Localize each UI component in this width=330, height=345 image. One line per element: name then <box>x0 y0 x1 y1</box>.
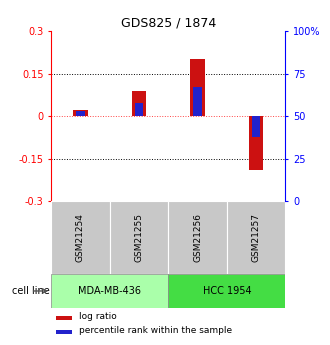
Bar <box>249 116 263 170</box>
Bar <box>135 102 143 116</box>
Bar <box>190 59 205 116</box>
Bar <box>193 87 202 116</box>
Text: cell line: cell line <box>12 286 50 296</box>
Text: GSM21254: GSM21254 <box>76 213 85 262</box>
Text: log ratio: log ratio <box>79 312 117 321</box>
Title: GDS825 / 1874: GDS825 / 1874 <box>121 17 216 30</box>
Text: GSM21256: GSM21256 <box>193 213 202 262</box>
Bar <box>76 111 84 116</box>
Bar <box>168 274 285 308</box>
Bar <box>56 330 72 334</box>
Text: GSM21255: GSM21255 <box>135 213 144 262</box>
Bar <box>56 316 72 320</box>
Bar <box>252 116 260 137</box>
Text: MDA-MB-436: MDA-MB-436 <box>78 286 141 296</box>
Text: HCC 1954: HCC 1954 <box>203 286 251 296</box>
Text: percentile rank within the sample: percentile rank within the sample <box>79 326 232 335</box>
Bar <box>132 91 146 116</box>
Bar <box>73 110 88 116</box>
Text: GSM21257: GSM21257 <box>252 213 261 262</box>
Bar <box>110 201 168 274</box>
Bar <box>51 274 168 308</box>
Bar <box>51 201 110 274</box>
Bar <box>168 201 227 274</box>
Bar <box>227 201 285 274</box>
